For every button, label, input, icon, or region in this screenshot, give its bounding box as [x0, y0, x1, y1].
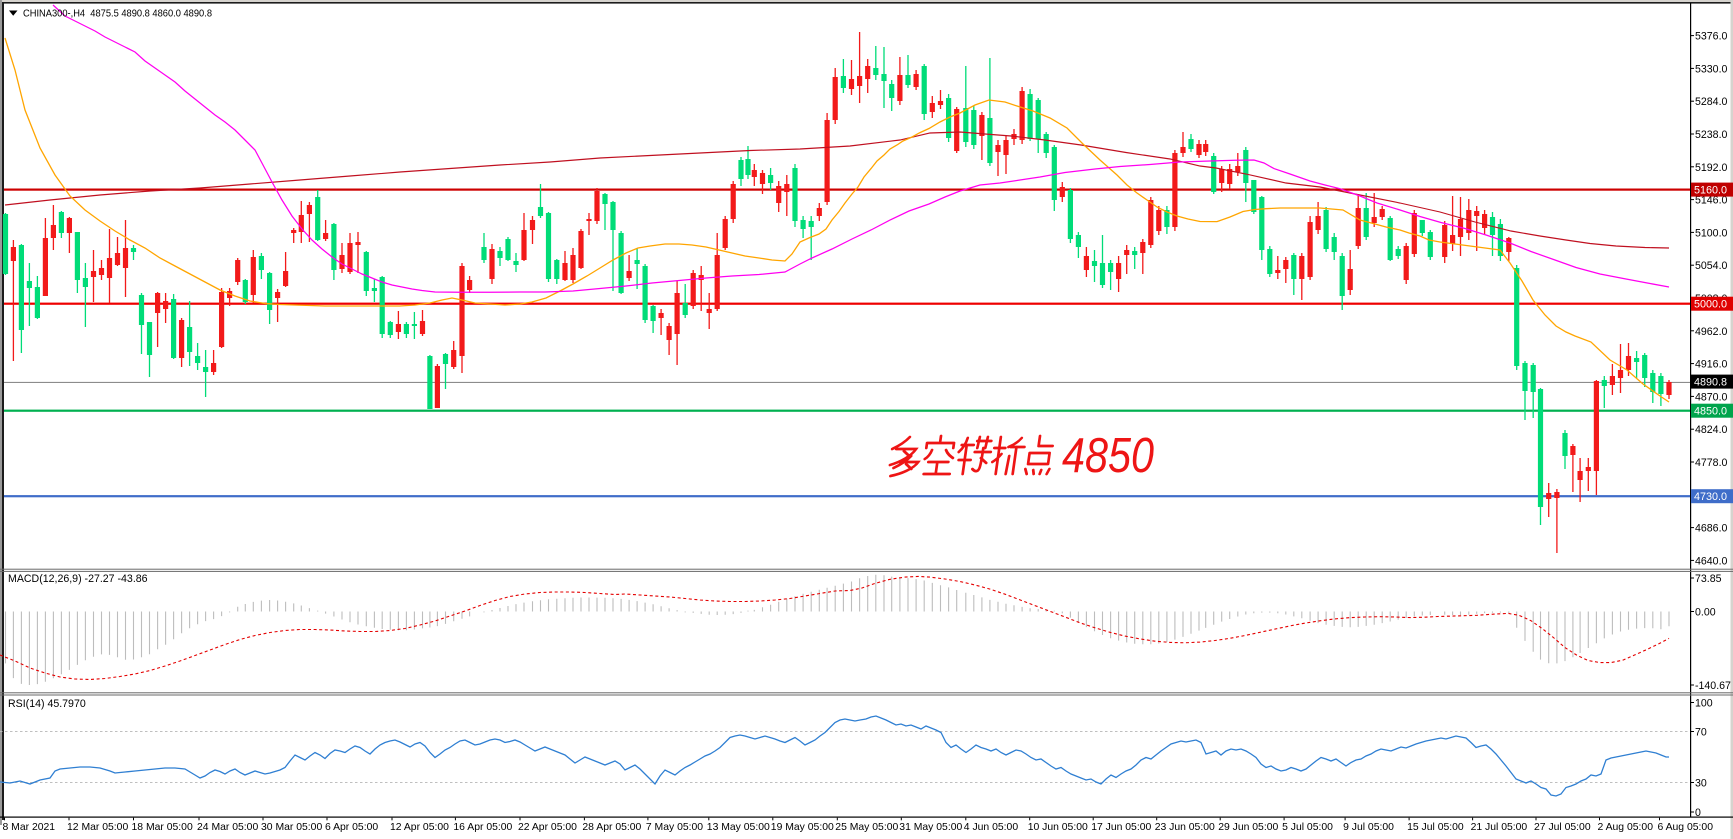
svg-text:4850: 4850: [1062, 429, 1154, 483]
svg-text:27 Jul 05:00: 27 Jul 05:00: [1534, 822, 1591, 833]
svg-text:12 Apr 05:00: 12 Apr 05:00: [390, 822, 449, 833]
svg-text:5000.0: 5000.0: [1694, 299, 1727, 311]
svg-text:4686.0: 4686.0: [1695, 523, 1728, 535]
svg-text:5376.0: 5376.0: [1695, 31, 1728, 43]
svg-text:4824.0: 4824.0: [1695, 424, 1728, 436]
svg-text:5 Jul 05:00: 5 Jul 05:00: [1282, 822, 1333, 833]
svg-text:0: 0: [1695, 807, 1701, 819]
svg-text:8 Mar 2021: 8 Mar 2021: [3, 822, 56, 833]
svg-text:12 Mar 05:00: 12 Mar 05:00: [67, 822, 128, 833]
svg-text:6 Aug 05:00: 6 Aug 05:00: [1658, 822, 1714, 833]
svg-text:18 Mar 05:00: 18 Mar 05:00: [132, 822, 193, 833]
svg-text:4890.8: 4890.8: [1694, 377, 1727, 389]
svg-text:7 May 05:00: 7 May 05:00: [646, 822, 703, 833]
svg-text:2 Aug 05:00: 2 Aug 05:00: [1598, 822, 1654, 833]
svg-text:24 Mar 05:00: 24 Mar 05:00: [197, 822, 258, 833]
svg-text:5284.0: 5284.0: [1695, 96, 1728, 108]
svg-text:29 Jun 05:00: 29 Jun 05:00: [1218, 822, 1278, 833]
svg-text:73.85: 73.85: [1695, 573, 1722, 585]
svg-text:5238.0: 5238.0: [1695, 129, 1728, 141]
svg-text:RSI(14) 45.7970: RSI(14) 45.7970: [8, 698, 86, 710]
svg-text:5100.0: 5100.0: [1695, 227, 1728, 239]
svg-text:4962.0: 4962.0: [1695, 326, 1728, 338]
svg-text:5330.0: 5330.0: [1695, 63, 1728, 75]
svg-text:5192.0: 5192.0: [1695, 162, 1728, 174]
svg-text:4870.0: 4870.0: [1695, 391, 1728, 403]
svg-text:100: 100: [1695, 698, 1713, 710]
svg-text:9 Jul 05:00: 9 Jul 05:00: [1343, 822, 1394, 833]
svg-text:10 Jun 05:00: 10 Jun 05:00: [1028, 822, 1088, 833]
svg-text:6 Apr 05:00: 6 Apr 05:00: [325, 822, 378, 833]
svg-text:15 Jul 05:00: 15 Jul 05:00: [1407, 822, 1464, 833]
svg-text:23 Jun 05:00: 23 Jun 05:00: [1155, 822, 1215, 833]
svg-text:28 Apr 05:00: 28 Apr 05:00: [582, 822, 641, 833]
svg-text:CHINA300-,H4 4875.5 4890.8 48: CHINA300-,H4 4875.5 4890.8 4860.0 4890.8: [23, 8, 212, 20]
svg-text:30: 30: [1695, 778, 1707, 790]
svg-text:4640.0: 4640.0: [1695, 555, 1728, 567]
svg-text:17 Jun 05:00: 17 Jun 05:00: [1091, 822, 1151, 833]
svg-text:16 Apr 05:00: 16 Apr 05:00: [453, 822, 512, 833]
svg-text:4850.0: 4850.0: [1694, 406, 1727, 418]
svg-text:22 Apr 05:00: 22 Apr 05:00: [518, 822, 577, 833]
svg-text:30 Mar 05:00: 30 Mar 05:00: [261, 822, 322, 833]
svg-text:0.00: 0.00: [1695, 607, 1716, 619]
svg-text:5146.0: 5146.0: [1695, 195, 1728, 207]
svg-text:-140.67: -140.67: [1695, 680, 1731, 692]
svg-text:31 May 05:00: 31 May 05:00: [899, 822, 962, 833]
svg-text:5160.0: 5160.0: [1694, 185, 1727, 197]
svg-text:MACD(12,26,9) -27.27 -43.86: MACD(12,26,9) -27.27 -43.86: [8, 573, 148, 585]
svg-text:4916.0: 4916.0: [1695, 359, 1728, 371]
svg-text:13 May 05:00: 13 May 05:00: [707, 822, 770, 833]
svg-text:5054.0: 5054.0: [1695, 260, 1728, 272]
svg-text:70: 70: [1695, 727, 1707, 739]
svg-text:19 May 05:00: 19 May 05:00: [771, 822, 834, 833]
svg-text:25 May 05:00: 25 May 05:00: [835, 822, 898, 833]
svg-text:4778.0: 4778.0: [1695, 457, 1728, 469]
svg-text:4730.0: 4730.0: [1694, 491, 1727, 503]
svg-text:21 Jul 05:00: 21 Jul 05:00: [1471, 822, 1528, 833]
svg-text:4 Jun 05:00: 4 Jun 05:00: [964, 822, 1019, 833]
